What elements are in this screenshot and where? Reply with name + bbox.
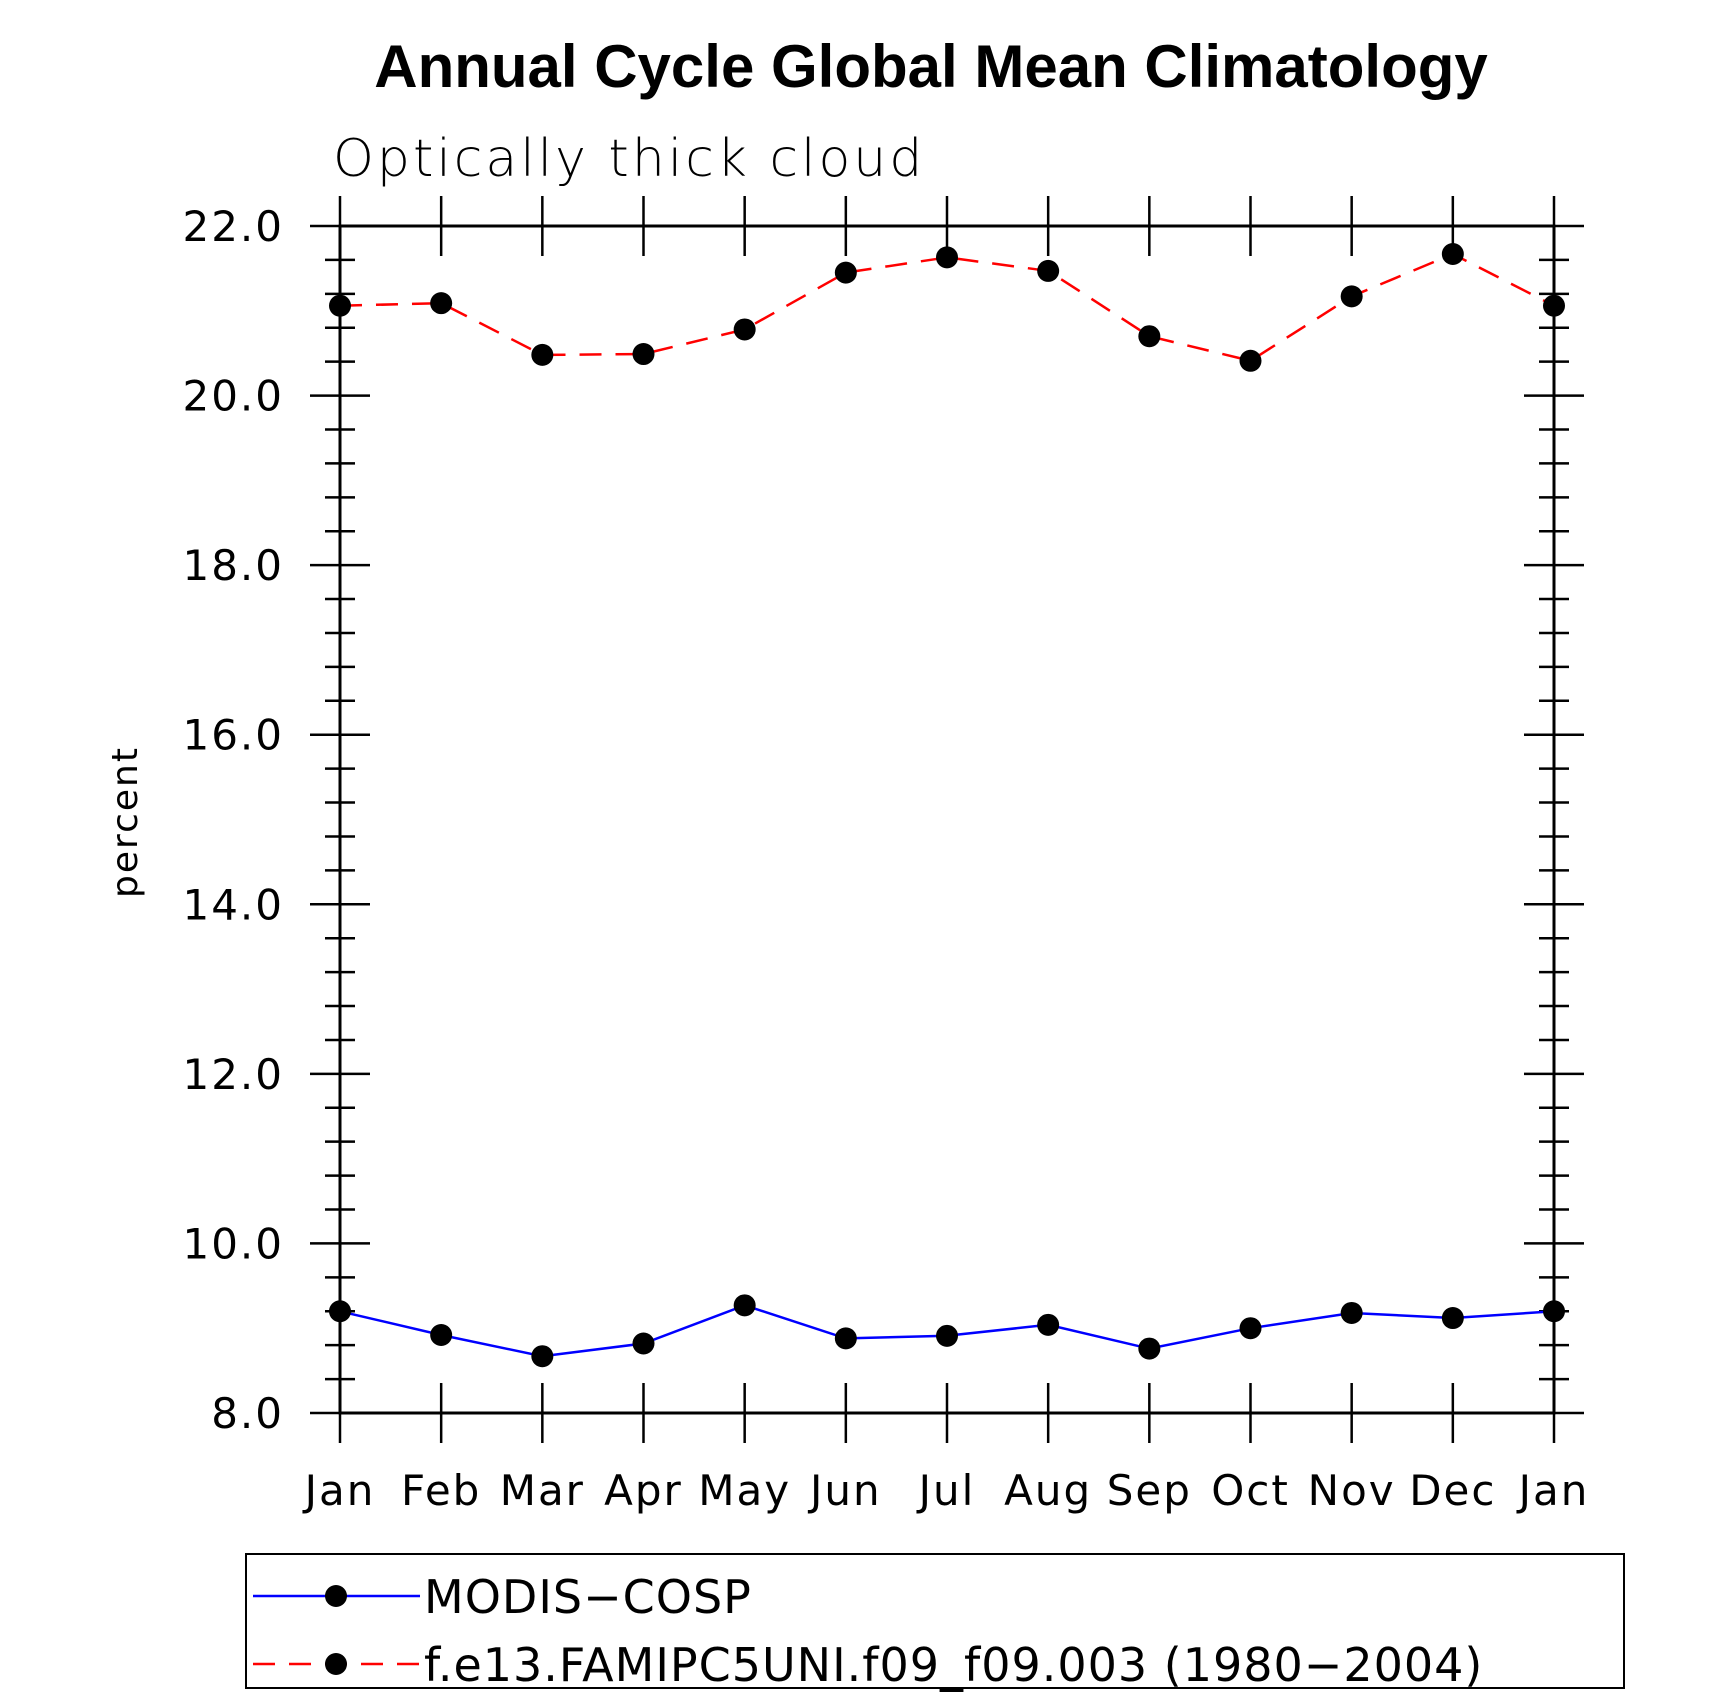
y-tick-label: 20.0 xyxy=(182,372,284,421)
data-point-series-1 xyxy=(531,343,554,366)
data-point-series-0 xyxy=(1138,1337,1161,1360)
y-tick-label: 8.0 xyxy=(211,1389,284,1438)
legend-label-0: MODIS−COSP xyxy=(424,1570,752,1624)
data-point-series-1 xyxy=(632,343,655,366)
data-point-series-0 xyxy=(632,1332,655,1355)
y-axis-label: percent xyxy=(105,746,146,898)
x-tick-label: Sep xyxy=(1107,1466,1192,1515)
x-tick-label: Apr xyxy=(604,1466,683,1515)
x-tick-label: Feb xyxy=(401,1466,481,1515)
x-tick-label: Jan xyxy=(1516,1466,1590,1515)
data-point-series-1 xyxy=(936,246,958,269)
data-point-series-0 xyxy=(430,1323,453,1346)
y-tick-label: 12.0 xyxy=(182,1050,284,1099)
data-point-series-0 xyxy=(936,1324,958,1347)
y-tick-label: 14.0 xyxy=(182,880,284,929)
data-point-series-1 xyxy=(1138,325,1161,348)
data-point-series-1 xyxy=(1037,259,1060,282)
data-point-series-1 xyxy=(1239,349,1262,372)
data-point-series-1 xyxy=(1441,242,1464,265)
x-tick-label: Nov xyxy=(1308,1466,1396,1515)
data-point-series-0 xyxy=(733,1294,756,1317)
legend-marker-1 xyxy=(325,1653,347,1675)
legend-marker-0 xyxy=(325,1585,347,1607)
data-point-series-0 xyxy=(329,1300,351,1323)
x-tick-label: Mar xyxy=(500,1466,585,1515)
legend-box xyxy=(245,1553,1625,1689)
data-point-series-1 xyxy=(834,261,857,284)
data-point-series-1 xyxy=(329,294,351,317)
data-point-series-1 xyxy=(430,292,453,315)
x-tick-label: Jan xyxy=(302,1466,376,1515)
x-tick-label: Aug xyxy=(1004,1466,1092,1515)
data-point-series-0 xyxy=(1239,1317,1262,1340)
x-tick-label: Jul xyxy=(916,1466,976,1515)
data-point-series-1 xyxy=(1543,294,1565,317)
data-point-series-0 xyxy=(531,1345,554,1368)
data-point-series-0 xyxy=(1340,1301,1363,1324)
plot-area: 8.0 10.0 12.0 14.0 16.0 18.0 20.0 22.0 Jan Feb Mar… xyxy=(182,196,1590,1515)
series-line-1 xyxy=(339,252,1555,363)
legend-label-1: f.e13.FAMIPC5UNI.f09_f09.003 (1980−2004) xyxy=(424,1638,1483,1692)
data-point-series-0 xyxy=(834,1327,857,1350)
y-tick-label: 22.0 xyxy=(182,202,284,251)
data-point-series-1 xyxy=(733,318,756,341)
x-tick-label: Dec xyxy=(1409,1466,1496,1515)
x-tick-label: Jun xyxy=(807,1466,882,1515)
x-tick-label: Oct xyxy=(1211,1466,1290,1515)
chart-subtitle: Optically thick cloud xyxy=(333,129,925,189)
legend: MODIS−COSP f.e13.FAMIPC5UNI.f09_f09.003 (… xyxy=(245,1553,1625,1692)
data-point-series-0 xyxy=(1441,1307,1464,1330)
y-tick-label: 10.0 xyxy=(182,1219,284,1268)
y-tick-label: 18.0 xyxy=(182,541,284,590)
x-tick-label: May xyxy=(698,1466,791,1515)
chart-title: Annual Cycle Global Mean Climatology xyxy=(374,33,1488,100)
data-point-series-0 xyxy=(1543,1300,1565,1323)
data-point-series-0 xyxy=(1037,1313,1060,1336)
data-point-series-1 xyxy=(1340,285,1363,308)
y-tick-label: 16.0 xyxy=(182,711,284,760)
plot-frame xyxy=(338,224,1556,1415)
